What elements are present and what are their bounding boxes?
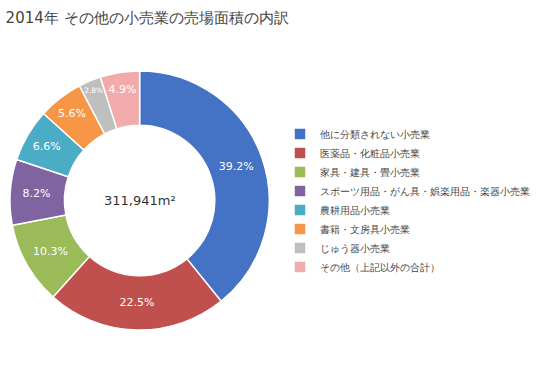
svg-text:農耕用品小売業: 農耕用品小売業 [320, 205, 390, 216]
svg-text:311,941m²: 311,941m² [104, 193, 176, 208]
svg-text:書籍・文房具小売業: 書籍・文房具小売業 [320, 224, 410, 235]
svg-text:2.8%: 2.8% [84, 86, 103, 95]
svg-text:10.3%: 10.3% [33, 245, 68, 258]
svg-text:スポーツ用品・がん具・娯楽用品・楽器小売業: スポーツ用品・がん具・娯楽用品・楽器小売業 [320, 186, 530, 197]
svg-text:5.6%: 5.6% [58, 107, 86, 120]
svg-text:その他（上記以外の合計）: その他（上記以外の合計） [320, 262, 440, 273]
svg-text:じゅう器小売業: じゅう器小売業 [320, 243, 390, 254]
svg-text:医薬品・化粧品小売業: 医薬品・化粧品小売業 [320, 148, 420, 159]
svg-text:2014年 その他の小売業の売場面積の内訳: 2014年 その他の小売業の売場面積の内訳 [6, 9, 289, 27]
svg-text:他に分類されない小売業: 他に分類されない小売業 [320, 129, 430, 140]
svg-text:8.2%: 8.2% [23, 187, 51, 200]
svg-text:39.2%: 39.2% [219, 160, 254, 173]
svg-text:22.5%: 22.5% [120, 296, 155, 309]
svg-text:4.9%: 4.9% [108, 83, 136, 96]
svg-text:6.6%: 6.6% [33, 140, 61, 153]
svg-text:家具・建具・畳小売業: 家具・建具・畳小売業 [320, 167, 420, 178]
